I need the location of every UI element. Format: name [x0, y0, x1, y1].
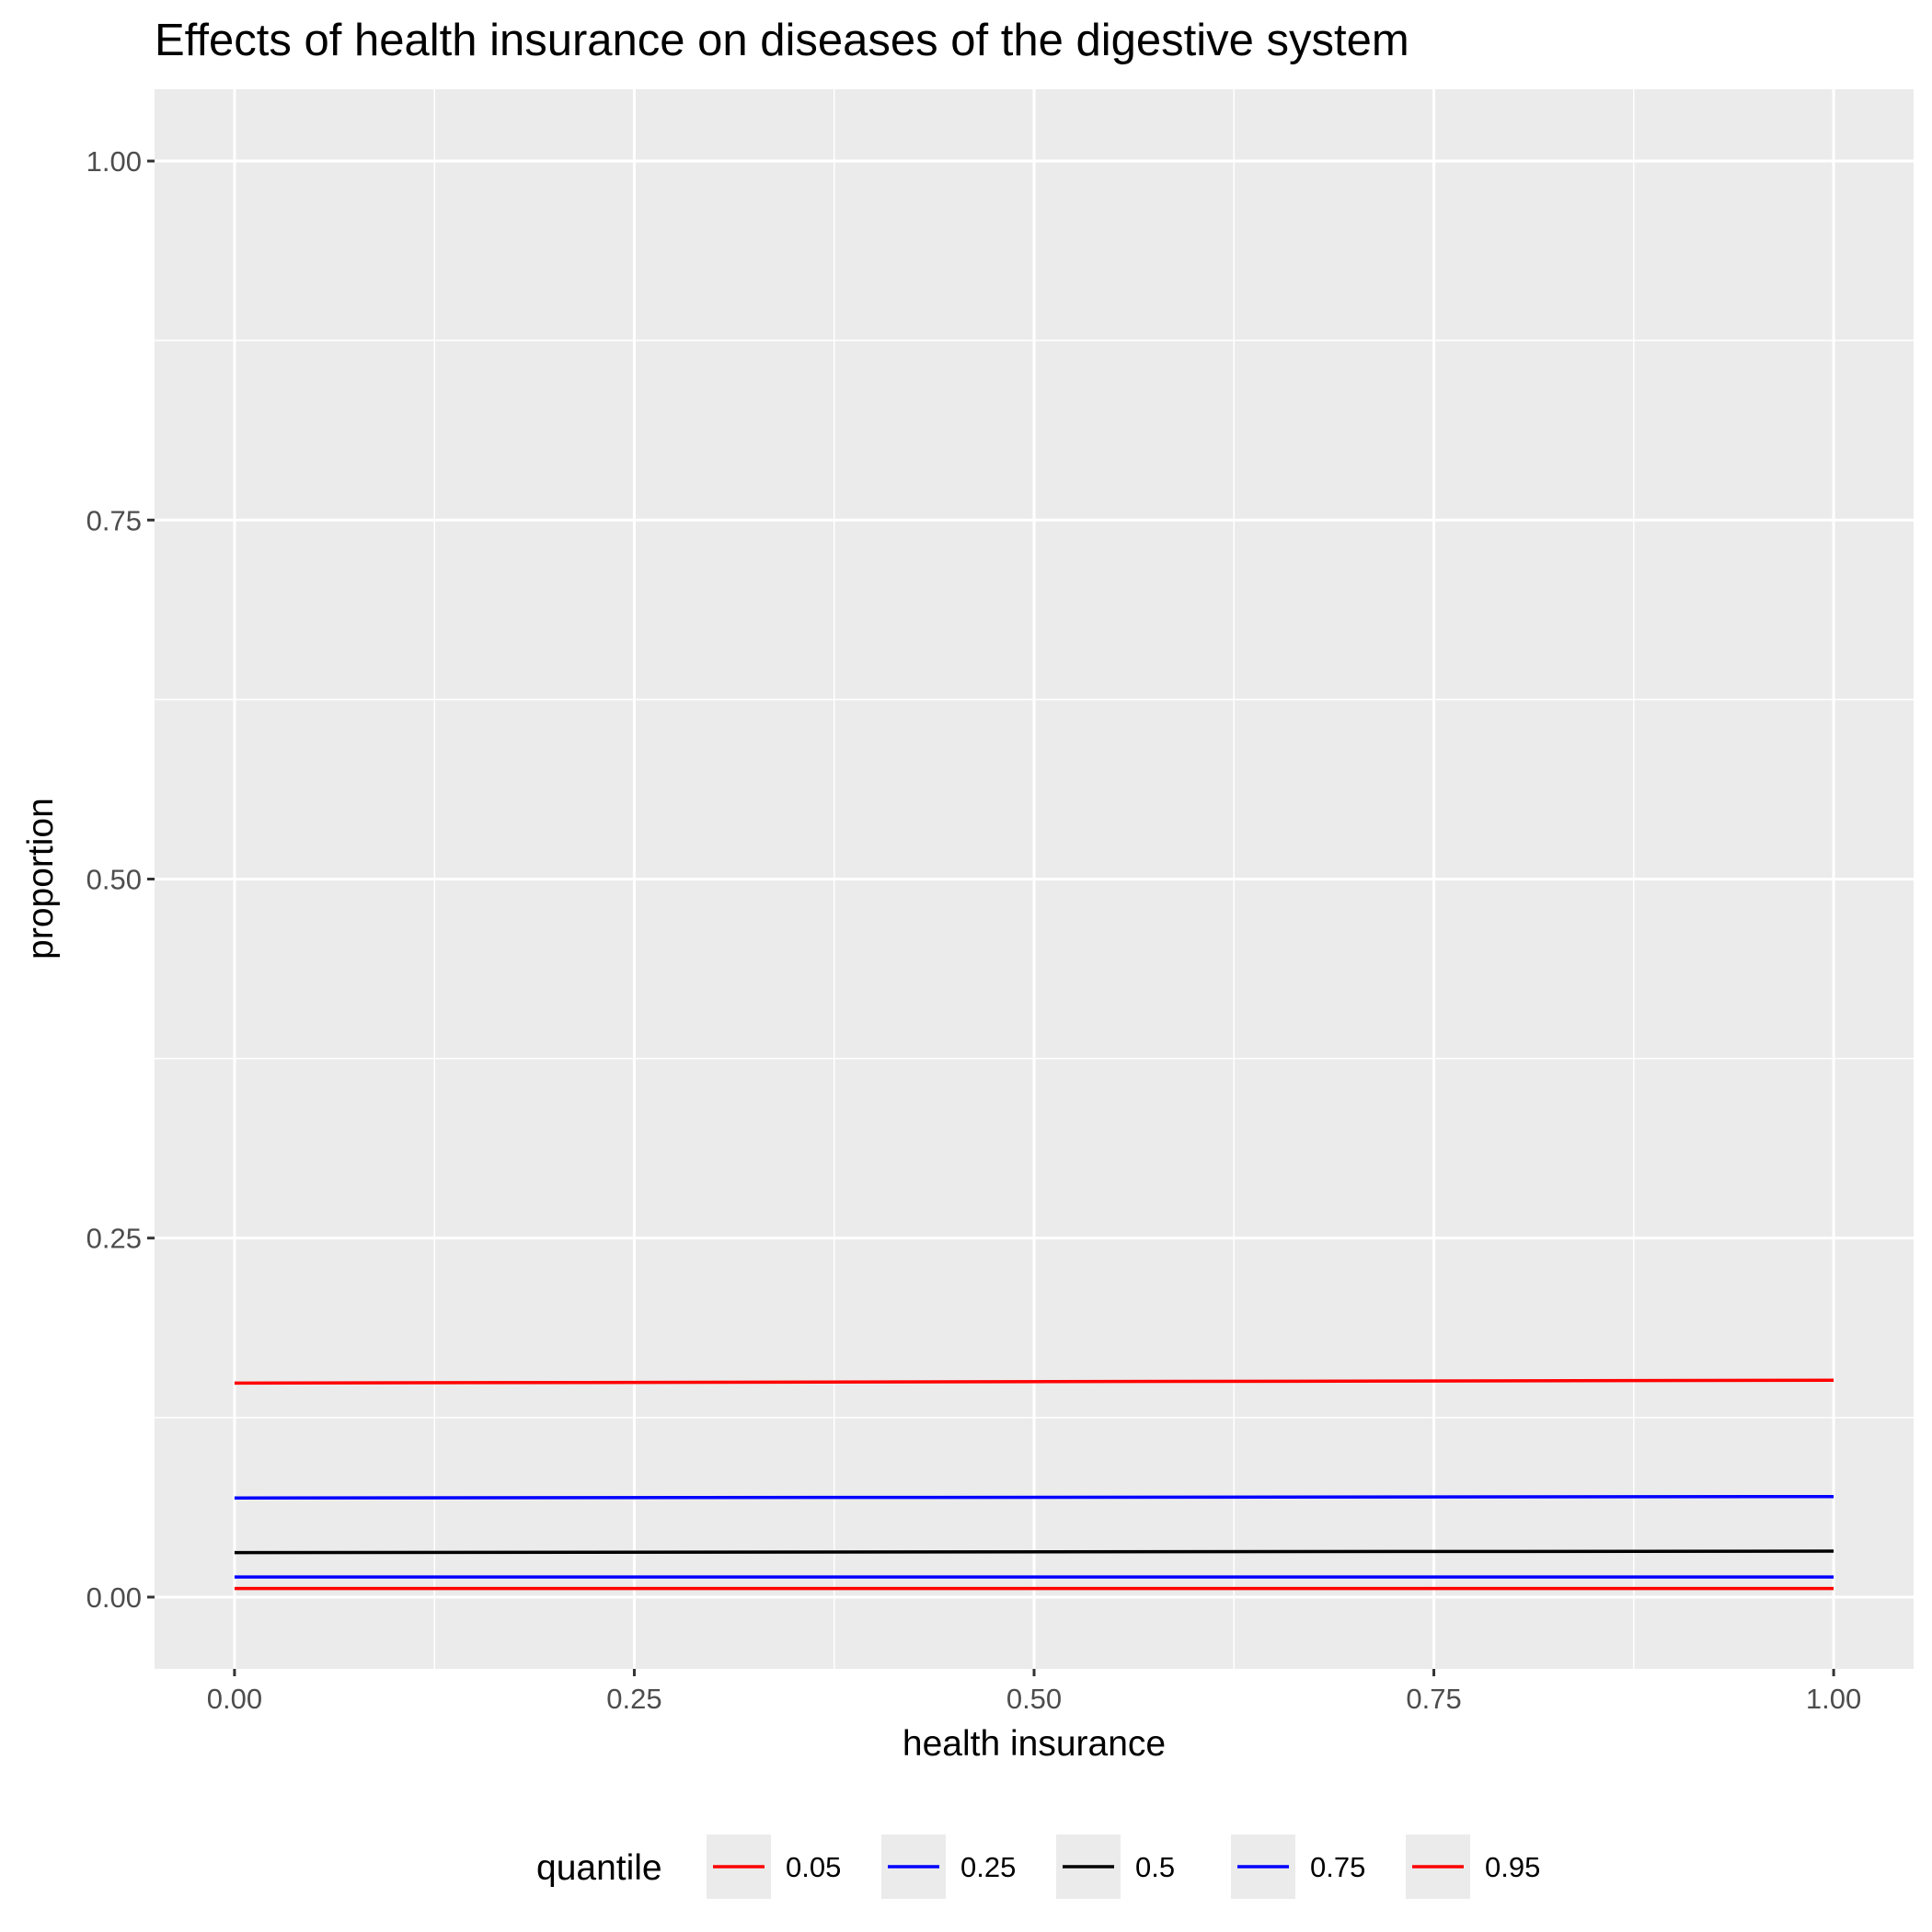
legend-label-0.05: 0.05	[786, 1851, 841, 1883]
y-tick-label: 0.25	[86, 1223, 142, 1255]
series-layer	[234, 1378, 1834, 1591]
y-tick-label: 0.75	[86, 504, 142, 536]
chart-title: Effects of health insurance on diseases …	[155, 16, 1409, 65]
x-tick-label: 0.00	[207, 1683, 262, 1715]
x-tick-label: 0.50	[1006, 1683, 1062, 1715]
gridlines	[155, 89, 1914, 1669]
legend-label-0.75: 0.75	[1310, 1851, 1365, 1883]
series-line-0.95	[234, 1378, 1834, 1386]
legend-label-0.95: 0.95	[1485, 1851, 1540, 1883]
legend: quantile 0.05 0.25 0.5 0.75 0.95	[536, 1834, 1540, 1899]
series-line-0.5	[234, 1549, 1834, 1555]
legend-title: quantile	[536, 1848, 662, 1888]
y-axis-label: proportion	[21, 798, 61, 960]
x-axis: 0.00 0.25 0.50 0.75 1.00	[207, 1669, 1861, 1715]
x-tick-label: 0.25	[606, 1683, 661, 1715]
y-tick-label: 0.50	[86, 864, 142, 896]
y-axis: 0.00 0.25 0.50 0.75 1.00	[86, 145, 155, 1614]
legend-label-0.25: 0.25	[960, 1851, 1016, 1883]
legend-label-0.5: 0.5	[1135, 1851, 1175, 1883]
x-axis-label: health insurance	[903, 1724, 1166, 1764]
y-tick-label: 0.00	[86, 1581, 142, 1614]
y-tick-label: 1.00	[86, 145, 142, 178]
series-line-0.75	[234, 1494, 1834, 1500]
x-tick-label: 1.00	[1806, 1683, 1861, 1715]
x-tick-label: 0.75	[1406, 1683, 1461, 1715]
